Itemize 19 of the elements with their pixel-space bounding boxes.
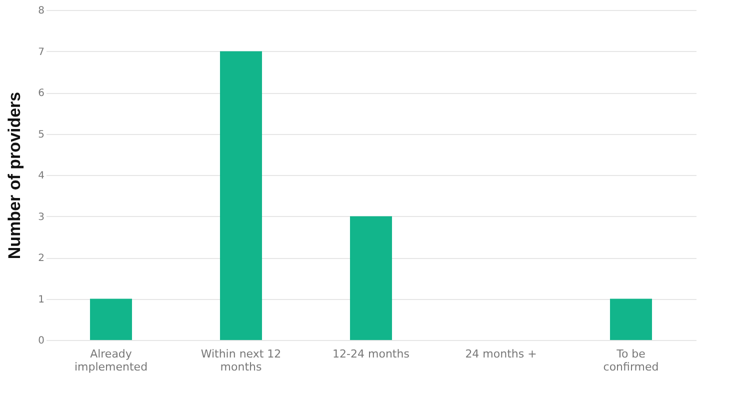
x-tick-label: Within next 12 months [200, 348, 282, 374]
bar [220, 51, 262, 340]
x-tick-label: To be confirmed [603, 348, 659, 374]
y-tick-label: 3 [38, 212, 44, 223]
x-tick-label: 12-24 months [332, 348, 410, 360]
y-tick-label: 2 [38, 253, 44, 264]
y-tick-label: 5 [38, 129, 44, 140]
y-tick-label: 4 [38, 170, 44, 182]
bar [610, 298, 652, 340]
x-tick-label: 24 months + [465, 348, 537, 360]
y-tick-label: 0 [38, 336, 44, 346]
y-tick-label: 8 [38, 6, 44, 16]
x-tick-label: Already implemented [74, 348, 148, 374]
bar [350, 216, 392, 340]
y-tick-label: 1 [38, 294, 44, 306]
y-tick-label: 6 [38, 88, 44, 99]
bar [90, 298, 132, 340]
y-axis-title: Number of providers [5, 92, 24, 260]
y-tick-label: 7 [38, 46, 44, 58]
